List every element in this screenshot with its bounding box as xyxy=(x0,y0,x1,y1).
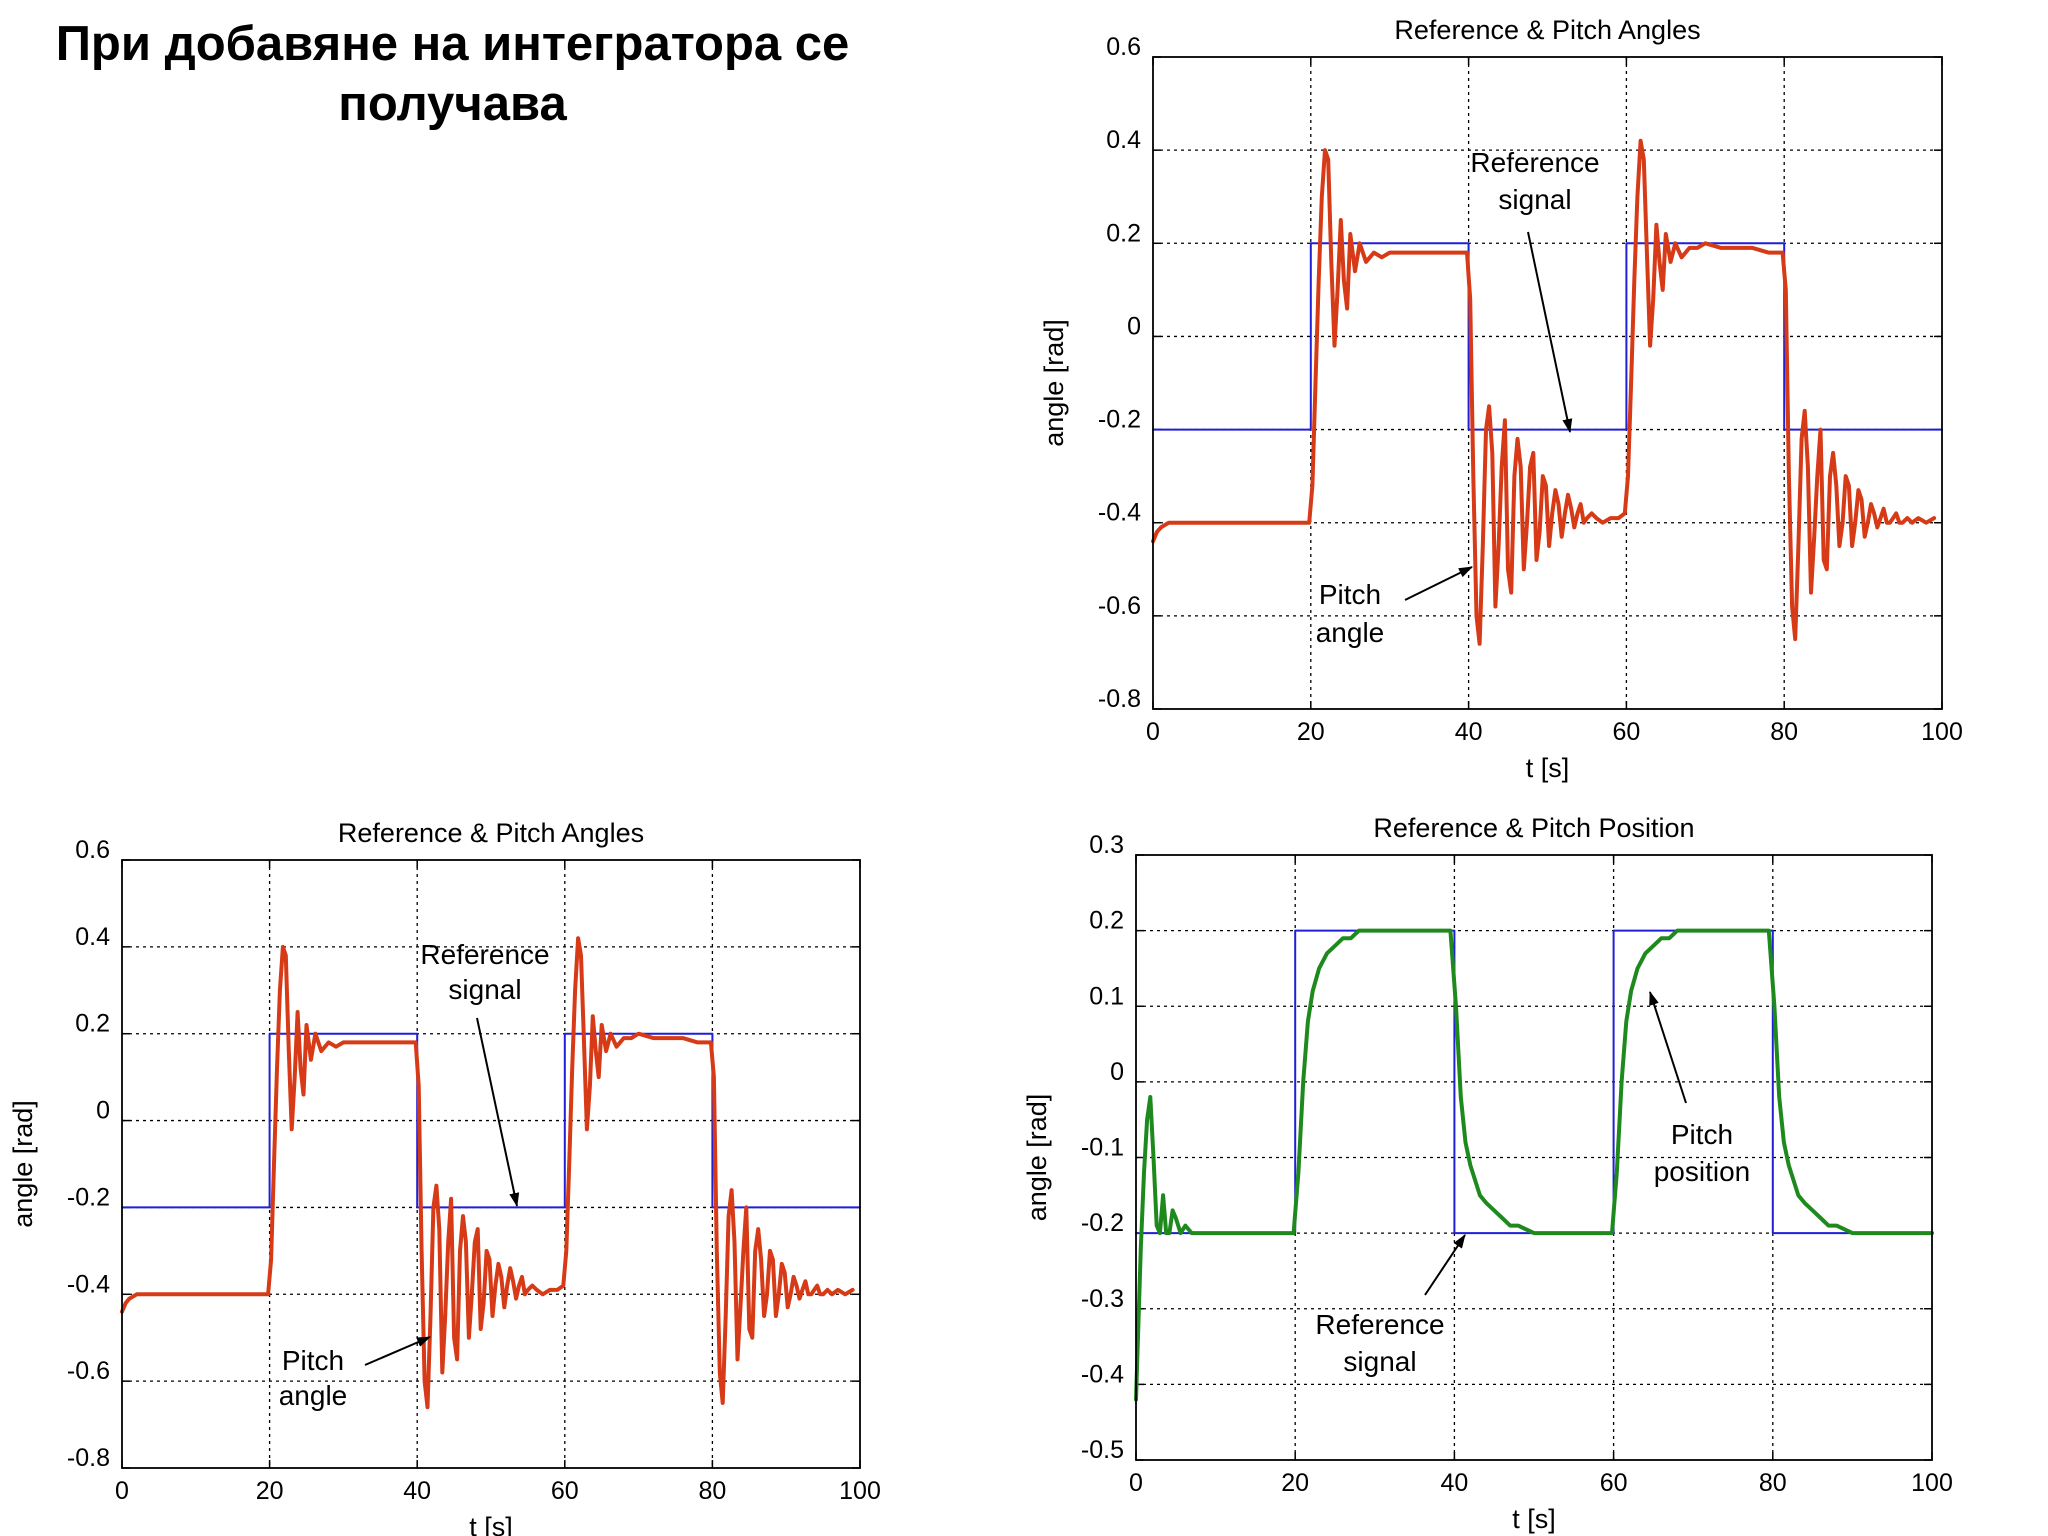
y-tick-label: 0.6 xyxy=(75,836,110,864)
y-tick-label: 0.6 xyxy=(1106,33,1141,61)
chart-title: Reference & Pitch Angles xyxy=(1394,15,1700,45)
x-tick-label: 0 xyxy=(1129,1469,1143,1497)
pitch-series-line xyxy=(1134,928,1934,1402)
x-axis-label: t [s] xyxy=(469,1512,513,1536)
reference-annotation-label: signal xyxy=(1343,1346,1416,1377)
y-tick-label: -0.8 xyxy=(1098,685,1141,713)
chart-title: Reference & Pitch Position xyxy=(1373,813,1694,843)
pitch-annotation-label: Pitch xyxy=(1671,1119,1733,1150)
x-tick-label: 0 xyxy=(115,1477,129,1505)
slide-title-line-1: При добавяне на интегратора се xyxy=(55,17,850,71)
pitch-annotation-label: position xyxy=(1654,1156,1751,1187)
y-tick-label: 0 xyxy=(1110,1058,1124,1086)
y-axis-label: angle [rad] xyxy=(1022,1094,1052,1222)
reference-annotation-label: signal xyxy=(448,974,521,1005)
y-tick-label: 0.2 xyxy=(75,1010,110,1038)
reference-annotation-label: Reference xyxy=(420,939,549,970)
x-tick-label: 80 xyxy=(1770,718,1798,746)
y-tick-label: -0.2 xyxy=(1098,406,1141,434)
y-tick-label: -0.3 xyxy=(1081,1285,1124,1313)
x-tick-label: 60 xyxy=(1600,1469,1628,1497)
x-tick-label: 40 xyxy=(403,1477,431,1505)
x-tick-label: 20 xyxy=(256,1477,284,1505)
y-tick-label: -0.4 xyxy=(1081,1360,1124,1388)
y-tick-label: -0.5 xyxy=(1081,1436,1124,1464)
annotation-arrow xyxy=(476,1017,520,1207)
chart-bottom-left: 0 20 40 60 80 100 -0.8 -0.6 -0.4 -0.2 0 0.2 0.4 0.6 Re… xyxy=(8,818,881,1536)
reference-signal-line xyxy=(1152,242,1943,431)
y-tick-label: 0.1 xyxy=(1089,982,1124,1010)
y-tick-label: 0.3 xyxy=(1089,831,1124,859)
plot-frame xyxy=(1135,854,1933,1461)
reference-annotation-label: signal xyxy=(1498,184,1571,215)
x-tick-label: 100 xyxy=(1911,1469,1953,1497)
chart-bottom-right: 0 20 40 60 80 100 -0.5 -0.4 -0.3 -0.2 -0.1 0 0.1 0.2 0… xyxy=(1022,813,1953,1534)
x-tick-label: 20 xyxy=(1297,718,1325,746)
y-tick-label: 0 xyxy=(1127,312,1141,340)
pitch-annotation-label: Pitch xyxy=(282,1345,344,1376)
x-tick-label: 80 xyxy=(698,1477,726,1505)
y-tick-label: -0.6 xyxy=(67,1357,110,1385)
y-tick-label: -0.8 xyxy=(67,1444,110,1472)
x-tick-label: 40 xyxy=(1440,1469,1468,1497)
reference-signal-line xyxy=(121,1032,861,1209)
pitch-annotation-label: Pitch xyxy=(1319,579,1381,610)
annotation-arrow xyxy=(364,1336,431,1366)
chart-top-right: 0 20 40 60 80 100 -0.8 -0.6 -0.4 -0.2 0 0.2 0.4 0.6 Re… xyxy=(1039,15,1963,783)
pitch-series-line xyxy=(120,936,855,1410)
slide-title: При добавяне на интегратора се получава xyxy=(0,14,905,134)
y-axis-label: angle [rad] xyxy=(1039,319,1069,447)
y-axis-label: angle [rad] xyxy=(8,1100,38,1228)
pitch-annotation-label: angle xyxy=(1316,617,1385,648)
plot-frame xyxy=(121,859,861,1469)
x-tick-label: 100 xyxy=(839,1477,881,1505)
y-tick-label: -0.6 xyxy=(1098,592,1141,620)
annotation-arrow xyxy=(1527,231,1573,433)
x-tick-label: 0 xyxy=(1146,718,1160,746)
chart-title: Reference & Pitch Angles xyxy=(338,818,644,848)
y-tick-label: 0.4 xyxy=(1106,126,1141,154)
x-tick-label: 60 xyxy=(551,1477,579,1505)
y-tick-label: -0.4 xyxy=(67,1270,110,1298)
x-tick-label: 80 xyxy=(1759,1469,1787,1497)
reference-annotation-label: Reference xyxy=(1315,1309,1444,1340)
annotation-arrow xyxy=(1649,991,1687,1104)
x-axis-label: t [s] xyxy=(1512,1504,1556,1534)
y-tick-label: 0.2 xyxy=(1089,907,1124,935)
y-tick-label: 0.4 xyxy=(75,923,110,951)
slide-title-line-2: получава xyxy=(338,77,567,131)
y-tick-label: -0.2 xyxy=(1081,1209,1124,1237)
annotation-arrow xyxy=(1404,566,1473,601)
reference-annotation-label: Reference xyxy=(1470,147,1599,178)
x-tick-label: 60 xyxy=(1612,718,1640,746)
y-tick-label: -0.1 xyxy=(1081,1134,1124,1162)
pitch-annotation-label: angle xyxy=(279,1380,348,1411)
y-tick-label: 0.2 xyxy=(1106,219,1141,247)
pitch-series-line xyxy=(1151,138,1937,646)
y-tick-label: -0.2 xyxy=(67,1183,110,1211)
x-axis-label: t [s] xyxy=(1526,753,1570,783)
x-tick-label: 20 xyxy=(1281,1469,1309,1497)
annotation-arrow xyxy=(1424,1234,1466,1296)
x-tick-label: 40 xyxy=(1455,718,1483,746)
y-tick-label: -0.4 xyxy=(1098,499,1141,527)
plot-frame xyxy=(1152,56,1943,710)
x-tick-label: 100 xyxy=(1921,718,1963,746)
y-tick-label: 0 xyxy=(96,1097,110,1125)
